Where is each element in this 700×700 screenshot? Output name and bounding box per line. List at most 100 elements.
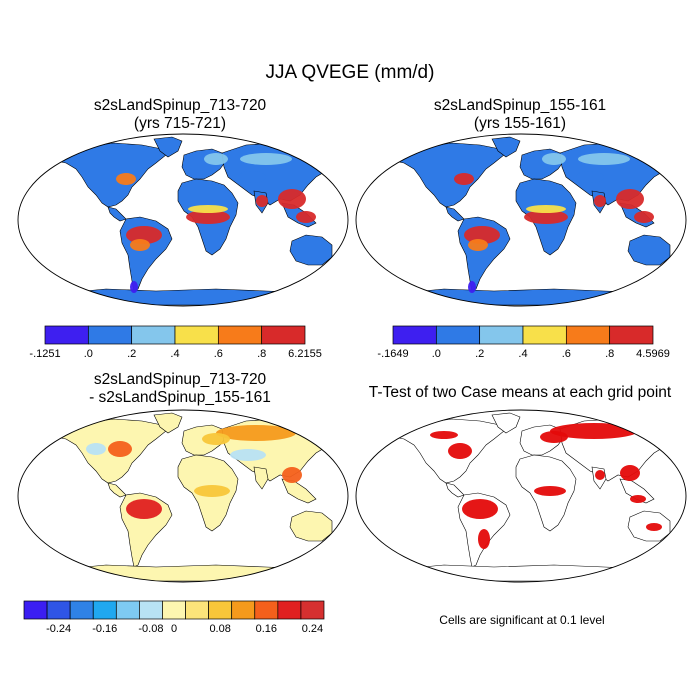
colorbar-tick-label: .4 — [170, 348, 179, 360]
colorbar-tick-label: .2 — [127, 348, 136, 360]
landmass-antarctica — [401, 288, 665, 306]
landmass-greenland — [153, 412, 183, 434]
colorbar-swatch — [131, 325, 176, 345]
panel-title-line2: (yrs 155-161) — [473, 115, 567, 132]
significant-cells — [478, 529, 490, 549]
maritime-continent-high — [296, 211, 316, 223]
landmass-central-america — [107, 482, 127, 498]
patagonia-low — [468, 281, 476, 293]
map-case1 — [17, 133, 349, 307]
colorbar-swatch — [479, 325, 524, 345]
colorbar-swatch — [174, 325, 219, 345]
significant-cells — [462, 499, 498, 519]
significant-cells — [630, 495, 646, 503]
colorbar-case2: -.1649 .0 .2 .4 .6 .8 4.5969 — [377, 325, 670, 360]
colorbar-tick-label: 0 — [171, 623, 177, 635]
colorbar-tick-label: -0.16 — [92, 623, 117, 635]
significant-cells — [540, 431, 568, 443]
sahel-band — [188, 205, 228, 213]
landmass-central-america — [107, 206, 127, 222]
central-asia — [576, 171, 604, 183]
india-high — [256, 195, 268, 207]
colorbar-tick-label: 6.2155 — [288, 348, 322, 360]
east-asia-diff — [282, 467, 302, 483]
panel-title-case2: s2sLandSpinup_155-161 (yrs 155-161) — [355, 97, 685, 133]
landmass-greenland — [491, 412, 521, 434]
central-africa-high — [186, 210, 230, 224]
panel-title-case1: s2sLandSpinup_713-720 (yrs 715-721) — [15, 97, 345, 133]
colorbar-tick-label: 0.16 — [256, 623, 277, 635]
landmass-antarctica — [63, 564, 327, 582]
colorbar-tick-label: .2 — [475, 348, 484, 360]
africa-diff — [194, 485, 230, 497]
landmass-australia — [289, 510, 333, 542]
boreal-mid — [578, 153, 630, 165]
panel-title-line1: s2sLandSpinup_155-161 — [433, 97, 607, 114]
colorbar-swatch — [231, 600, 256, 620]
boreal-diff — [216, 425, 296, 441]
colorbar-swatch — [609, 325, 654, 345]
map-ttest — [355, 409, 687, 583]
landmass-greenland — [491, 136, 521, 158]
colorbar-swatch — [23, 600, 48, 620]
significant-cells — [430, 431, 458, 439]
amazon-high — [464, 226, 500, 244]
panel-title-ttest: T-Test of two Case means at each grid po… — [350, 384, 690, 402]
colorbar-tick-label: .6 — [214, 348, 223, 360]
map-diff — [17, 409, 349, 583]
panel-title-line2: - s2sLandSpinup_155-161 — [89, 389, 271, 406]
panel-title-line1: s2sLandSpinup_713-720 — [93, 371, 267, 388]
landmass-central-america — [445, 482, 465, 498]
india-high — [594, 195, 606, 207]
colorbar-swatch — [87, 325, 133, 345]
colorbar-swatch — [162, 600, 186, 620]
significant-cells — [646, 523, 662, 531]
colorbar-tick-label: 0.08 — [209, 623, 230, 635]
panel-title-line2: (yrs 715-721) — [133, 115, 227, 132]
amazon-mid — [468, 239, 488, 251]
colorbar-swatch — [217, 325, 263, 345]
colorbar-tick-label: 0.24 — [302, 623, 323, 635]
colorbar-swatch — [392, 325, 437, 345]
landmass-india — [253, 466, 269, 490]
eastern-us — [454, 173, 474, 185]
colorbar-swatch — [261, 325, 306, 345]
colorbar-swatch — [208, 600, 233, 620]
amazon-high — [126, 226, 162, 244]
amazon-mid — [130, 239, 150, 251]
map-border — [17, 409, 349, 583]
colorbar-swatch — [522, 325, 567, 345]
significant-cells — [620, 465, 640, 481]
colorbar-tick-label: .8 — [605, 348, 614, 360]
colorbar-swatch — [44, 325, 89, 345]
colorbar-swatch — [565, 325, 611, 345]
colorbar-tick-label: .6 — [562, 348, 571, 360]
colorbar-tick-label: -.1649 — [377, 348, 408, 360]
colorbar-tick-label: .8 — [257, 348, 266, 360]
landmass-antarctica — [401, 564, 665, 582]
eastern-us — [116, 173, 136, 185]
east-asia-high — [278, 189, 306, 209]
panel-title-line1: T-Test of two Case means at each grid po… — [368, 384, 672, 401]
central-asia-diff — [230, 449, 266, 461]
central-africa-high — [524, 210, 568, 224]
figure-title: JJA QVEGE (mm/d) — [265, 62, 435, 83]
colorbar-tick-label: 4.5969 — [636, 348, 670, 360]
colorbar-swatch — [254, 600, 279, 620]
map-border — [17, 133, 349, 307]
landmass-southeast-asia — [281, 478, 317, 504]
colorbar-tick-label: -0.24 — [46, 623, 71, 635]
panel-title-line1: s2sLandSpinup_713-720 — [93, 97, 267, 114]
landmass-central-america — [445, 206, 465, 222]
significant-cells — [448, 443, 472, 459]
landmass-australia — [289, 234, 333, 266]
map-border — [355, 133, 687, 307]
colorbar-tick-label: -0.08 — [138, 623, 163, 635]
colorbar-swatch — [435, 325, 481, 345]
colorbar-swatch — [277, 600, 302, 620]
colorbar-tick-label: .0 — [432, 348, 441, 360]
colorbar-swatch — [185, 600, 209, 620]
europe-mid — [204, 153, 228, 165]
eastern-us-diff — [108, 441, 132, 457]
landmass-australia — [627, 234, 671, 266]
